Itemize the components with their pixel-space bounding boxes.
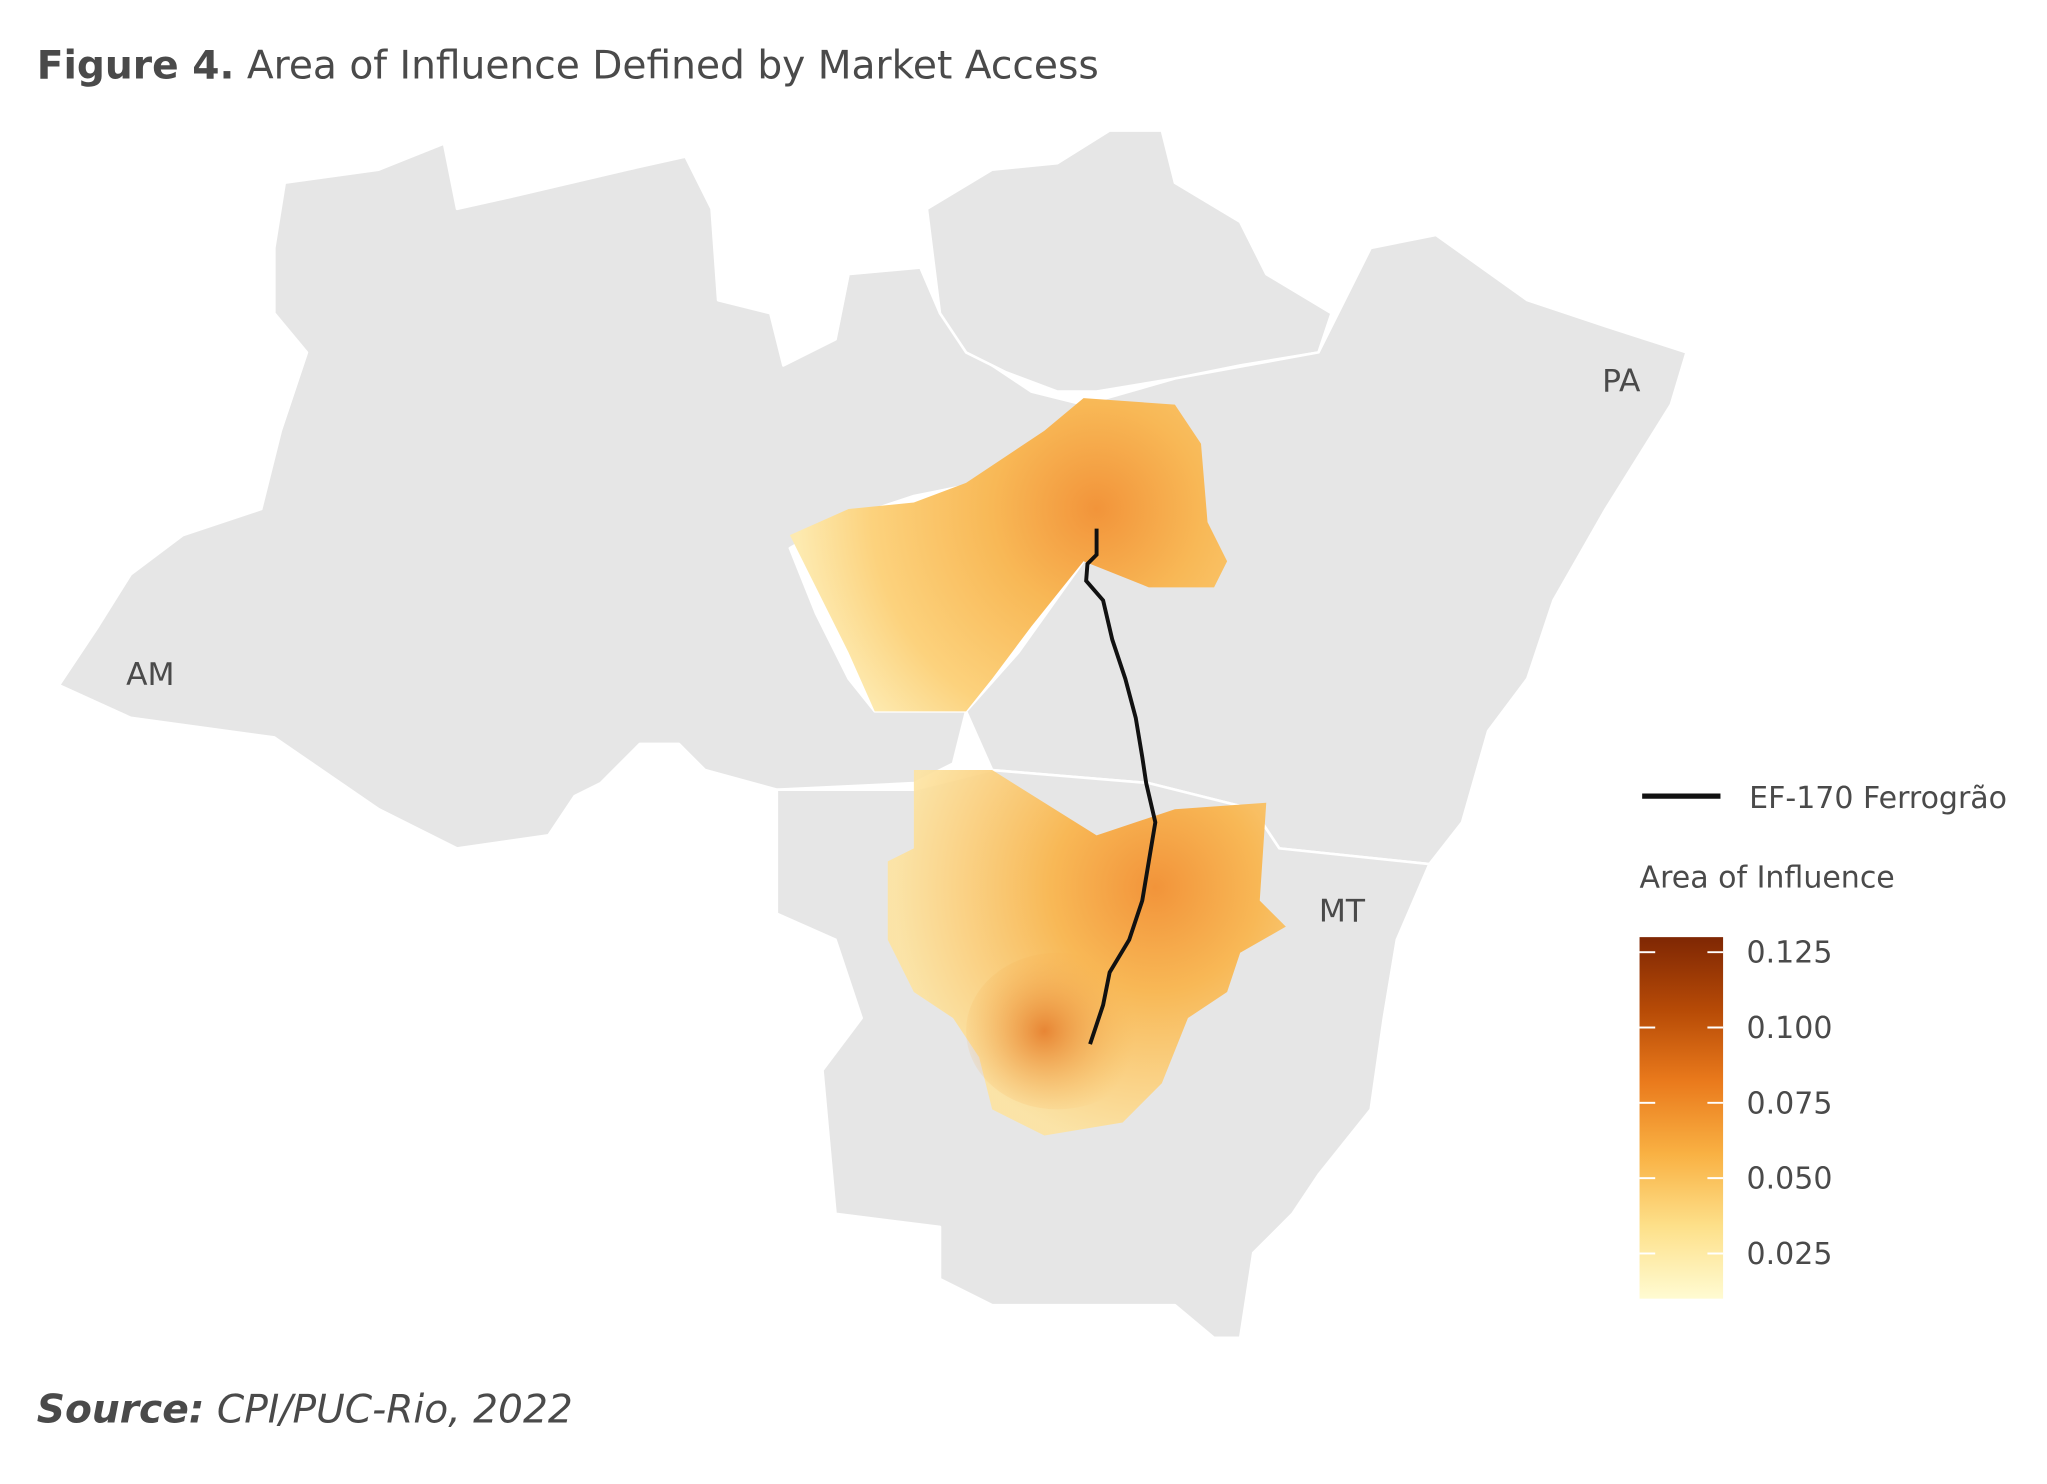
map: AM PA MT	[57, 129, 1688, 1340]
state-pa	[964, 233, 1688, 866]
state-label: PA	[1602, 364, 1641, 400]
influence-south-core	[966, 952, 1149, 1110]
state-label: MT	[1319, 893, 1366, 929]
source-text: CPI/PUC-Rio, 2022	[217, 1388, 573, 1433]
colorbar-title: Area of Influence	[1640, 861, 1895, 896]
colorbar-tick-label: 0.050	[1747, 1162, 1833, 1197]
title-text: Area of Influence Defined by Market Acce…	[247, 43, 1099, 88]
influence-north	[789, 398, 1228, 712]
source-label: Source:	[37, 1388, 205, 1433]
state-label: AM	[126, 657, 174, 693]
legend: EF-170 Ferrogrão Area of Influence 0.025…	[1639, 781, 2007, 1299]
colorbar-tick-label: 0.100	[1747, 1011, 1833, 1046]
figure-number: Figure 4.	[37, 43, 235, 88]
railway	[1084, 528, 1158, 1045]
figure-title: Figure 4. Area of Influence Defined by M…	[37, 43, 1099, 88]
colorbar	[1639, 937, 1724, 1299]
state-am	[57, 142, 1085, 850]
colorbar-tick-label: 0.125	[1747, 936, 1833, 971]
state-north	[925, 129, 1333, 393]
colorbar-tick-label: 0.075	[1747, 1086, 1833, 1121]
legend-label: EF-170 Ferrogrão	[1749, 781, 2007, 816]
colorbar-tick-label: 0.025	[1747, 1237, 1833, 1272]
source: Source: CPI/PUC-Rio, 2022	[37, 1388, 573, 1433]
